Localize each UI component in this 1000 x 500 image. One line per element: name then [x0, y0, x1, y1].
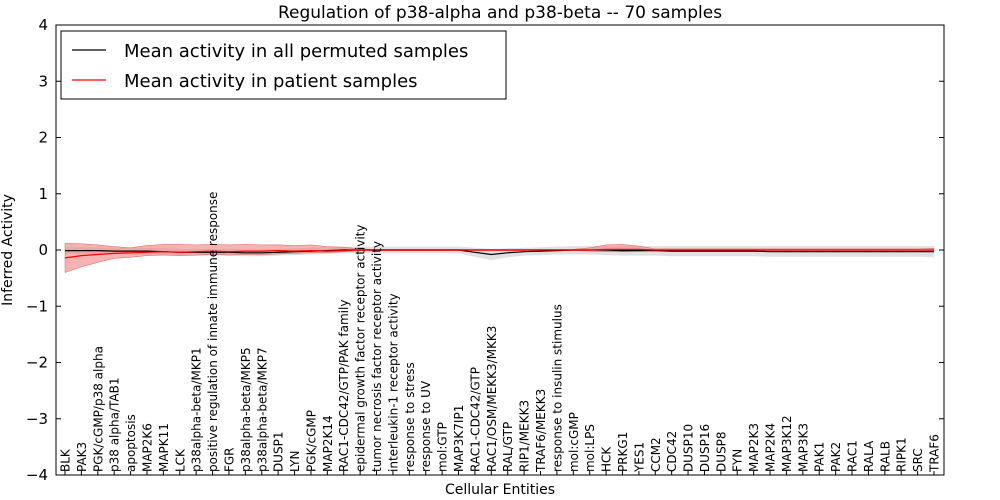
x-tick-label: interleukin-1 receptor activity — [386, 293, 400, 472]
x-tick-label: MAP2K4 — [764, 423, 778, 472]
line-patient — [64, 248, 934, 259]
x-tick-label: PAK3 — [75, 442, 89, 472]
x-tick-label: MAPK11 — [157, 423, 171, 472]
x-tick-label: PGK/cGMP — [304, 410, 318, 472]
y-tick-label: 3 — [38, 72, 48, 90]
y-tick-label: 2 — [38, 129, 48, 147]
x-tick-label: p38alpha-beta/MKP1 — [190, 347, 204, 472]
x-tick-label: MAP2K3 — [747, 423, 761, 472]
legend-label-patient: Mean activity in patient samples — [124, 71, 418, 92]
x-tick-label: TRAF6/MEKK3 — [534, 389, 548, 473]
series-lines — [64, 248, 934, 259]
y-tick-label: −4 — [26, 466, 48, 484]
y-tick-label: 0 — [38, 241, 48, 259]
x-tick-label: tumor necrosis factor receptor activity — [370, 241, 384, 472]
x-tick-label: PAK1 — [813, 442, 827, 472]
x-tick-label: DUSP8 — [714, 431, 728, 472]
y-tick-label: 1 — [38, 185, 48, 203]
x-tick-label: LYN — [288, 451, 302, 472]
x-axis-label: Cellular Entities — [445, 482, 555, 498]
x-tick-label: mol:GTP — [436, 422, 450, 472]
x-tick-label: DUSP16 — [698, 424, 712, 472]
x-tick-label: FYN — [731, 449, 745, 472]
x-tick-label: p38alpha-beta/MKP7 — [255, 347, 269, 472]
y-tick-label: 4 — [38, 16, 48, 34]
legend-box — [60, 30, 507, 100]
x-tick-label: CDC42 — [665, 431, 679, 472]
y-tick-label: −2 — [26, 354, 48, 372]
x-tick-labels: BLK PAK3 PGK/cGMP/p38 alpha p38 alpha/TAB1 a… — [59, 192, 942, 475]
x-tick-label: response to stress — [403, 362, 417, 472]
x-tick-label: MAP3K3 — [796, 423, 810, 472]
x-tick-label: RAL/GTP — [501, 422, 515, 472]
x-tick-label: RAC1-CDC42/GTP/PAK family — [337, 300, 351, 472]
x-tick-label: RAC1/OSM/MEKK3/MKK3 — [485, 326, 499, 472]
x-tick-label: MAP3K12 — [780, 415, 794, 472]
x-tick-label: p38alpha-beta/MKP5 — [239, 347, 253, 472]
x-tick-label: RAC1-CDC42/GTP — [468, 367, 482, 472]
x-tick-label: PAK2 — [829, 442, 843, 472]
x-tick-label: LCK — [173, 448, 187, 472]
plot-frame — [55, 24, 945, 476]
x-tick-label: RIP1/MEKK3 — [518, 400, 532, 472]
x-tick-label: p38 alpha/TAB1 — [108, 378, 122, 472]
x-tick-label: MAP2K6 — [141, 423, 155, 472]
x-tick-label: CCM2 — [649, 437, 663, 472]
x-tick-label: TRAF6 — [928, 434, 942, 473]
x-tick-label: FGR — [223, 447, 237, 472]
legend-label-permuted: Mean activity in all permuted samples — [124, 41, 468, 62]
x-tick-label: mol:LPS — [583, 424, 597, 472]
y-ticks: −4 −3 −2 −1 0 1 2 3 4 — [26, 16, 944, 484]
line-permuted — [65, 249, 934, 256]
x-tick-label: PGK/cGMP/p38 alpha — [91, 346, 105, 472]
x-tick-label: epidermal growth factor receptor activit… — [354, 224, 368, 471]
x-tick-label: response to insulin stimulus — [550, 304, 564, 472]
x-tick-label: MAP3K7IP1 — [452, 405, 466, 472]
x-tick-label: SRC — [911, 448, 925, 472]
y-tick-label: −1 — [26, 297, 48, 315]
x-tick-label: PRKG1 — [616, 432, 630, 472]
x-tick-label: mol:cGMP — [567, 412, 581, 472]
y-tick-label: −3 — [26, 410, 48, 428]
x-tick-label: MAP2K14 — [321, 415, 335, 472]
x-tick-label: positive regulation of innate immune res… — [206, 192, 220, 472]
x-tick-label: apoptosis — [124, 414, 138, 472]
x-tick-label: RAC1 — [846, 440, 860, 472]
x-tick-label: RALA — [862, 440, 876, 472]
x-tick-label: RALB — [878, 441, 892, 472]
x-tick-label: DUSP10 — [682, 424, 696, 472]
x-tick-label: response to UV — [419, 380, 433, 472]
chart-title: Regulation of p38-alpha and p38-beta -- … — [278, 3, 722, 23]
y-axis-label: Inferred Activity — [0, 194, 16, 306]
x-tick-label: BLK — [59, 448, 73, 472]
x-tick-label: DUSP1 — [272, 432, 286, 473]
x-tick-label: RIPK1 — [895, 437, 909, 472]
legend: Mean activity in all permuted samples Me… — [60, 30, 507, 100]
x-tick-label: YES1 — [632, 442, 646, 473]
x-tick-label: HCK — [600, 446, 614, 472]
